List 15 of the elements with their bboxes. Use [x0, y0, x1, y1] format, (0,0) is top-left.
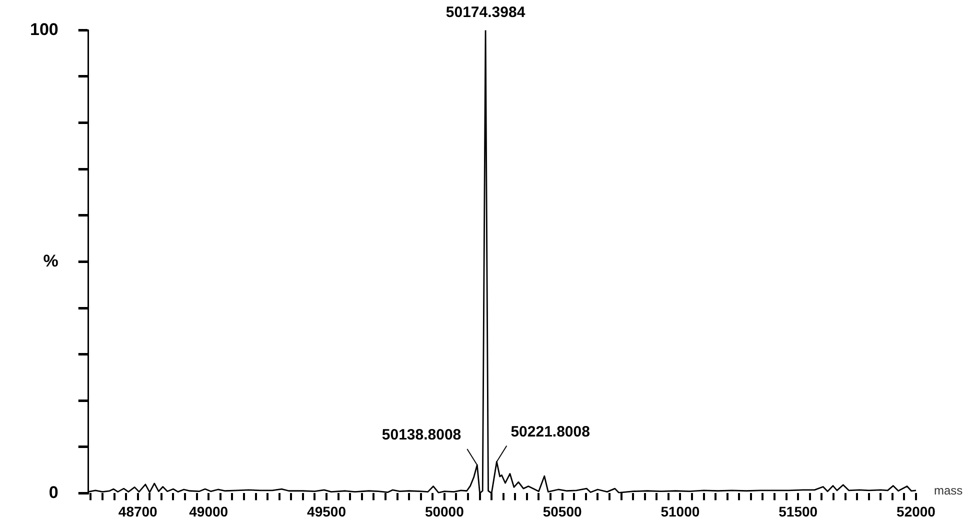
annotation: 50174.3984	[446, 4, 526, 21]
x-tick-label: 50500	[542, 503, 582, 520]
y-tick-label: 100	[30, 20, 58, 39]
x-tick-label: 51000	[660, 503, 700, 520]
x-axis-title: mass	[934, 484, 963, 498]
x-tick-label: 51500	[778, 503, 818, 520]
annotation: 50221.8008	[510, 423, 590, 440]
x-tick-label: 49000	[189, 503, 228, 520]
y-tick-label: 0	[48, 482, 58, 502]
annotation: 50138.8008	[382, 426, 462, 444]
x-tick-label: 48700	[118, 503, 158, 520]
x-tick-label: 49500	[307, 503, 346, 520]
x-tick-label: 50000	[424, 503, 464, 520]
x-tick-label: 52000	[896, 503, 936, 520]
y-tick-label: %	[43, 251, 58, 270]
